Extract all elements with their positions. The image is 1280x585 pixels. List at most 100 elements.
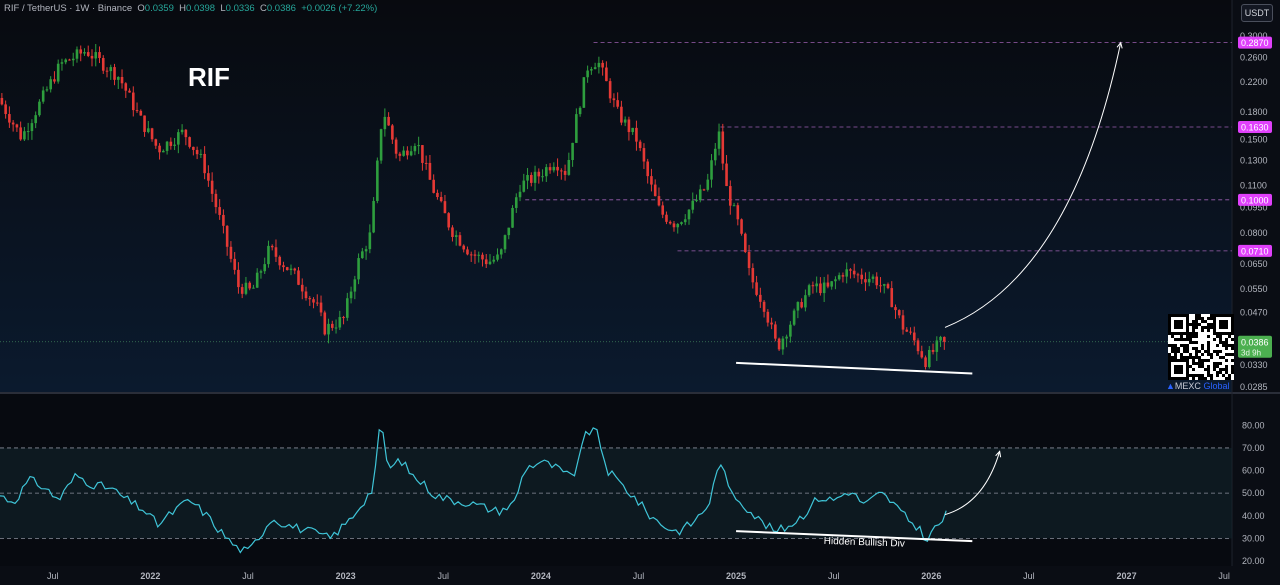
candle[interactable]: [4, 100, 7, 119]
candle-body[interactable]: [199, 153, 203, 155]
candle-body[interactable]: [717, 131, 721, 149]
candle[interactable]: [379, 128, 383, 164]
candle-body[interactable]: [657, 196, 661, 206]
candle-body[interactable]: [56, 63, 60, 82]
candle-body[interactable]: [931, 349, 935, 352]
candle-body[interactable]: [139, 110, 143, 116]
candle[interactable]: [270, 244, 274, 251]
candle[interactable]: [169, 137, 173, 150]
candle-body[interactable]: [638, 141, 642, 149]
candle[interactable]: [255, 268, 259, 288]
candle-body[interactable]: [852, 270, 856, 275]
candle-body[interactable]: [560, 170, 563, 172]
candle[interactable]: [657, 187, 661, 207]
candle[interactable]: [68, 58, 71, 61]
candle-body[interactable]: [886, 284, 890, 289]
candle-body[interactable]: [469, 254, 473, 256]
candle-body[interactable]: [319, 302, 323, 313]
candle-body[interactable]: [623, 119, 627, 123]
candle-body[interactable]: [856, 274, 860, 276]
candle[interactable]: [916, 338, 920, 355]
candle-body[interactable]: [597, 62, 601, 68]
candle[interactable]: [563, 164, 567, 181]
candle-body[interactable]: [774, 324, 777, 339]
candles-group[interactable]: [0, 43, 946, 370]
candle[interactable]: [484, 253, 488, 268]
candle-body[interactable]: [518, 191, 522, 198]
candle-body[interactable]: [736, 205, 740, 220]
candle[interactable]: [571, 142, 574, 167]
candle[interactable]: [285, 266, 289, 271]
candle[interactable]: [804, 289, 807, 312]
candle-body[interactable]: [796, 302, 800, 311]
candle-body[interactable]: [819, 283, 822, 294]
candle[interactable]: [267, 240, 270, 268]
candle[interactable]: [755, 275, 758, 297]
candle-body[interactable]: [274, 247, 278, 257]
candle[interactable]: [845, 262, 848, 284]
candle[interactable]: [218, 199, 221, 220]
candle[interactable]: [229, 241, 233, 263]
candle[interactable]: [732, 202, 736, 207]
candle[interactable]: [154, 138, 158, 149]
candle-body[interactable]: [781, 338, 785, 350]
candle[interactable]: [436, 189, 439, 200]
candle-body[interactable]: [939, 336, 942, 341]
candle[interactable]: [319, 295, 323, 317]
candle-body[interactable]: [158, 145, 161, 153]
candle-body[interactable]: [0, 97, 4, 105]
candle[interactable]: [195, 146, 199, 160]
candle-body[interactable]: [721, 131, 725, 164]
candle-body[interactable]: [826, 282, 830, 287]
candle-body[interactable]: [691, 200, 695, 210]
candle-body[interactable]: [785, 336, 788, 339]
candle[interactable]: [665, 211, 668, 225]
candle[interactable]: [454, 230, 458, 246]
candle[interactable]: [499, 248, 503, 259]
candle[interactable]: [158, 143, 161, 160]
candle[interactable]: [766, 309, 770, 327]
candle[interactable]: [0, 93, 4, 106]
candle-body[interactable]: [864, 279, 867, 283]
candle-body[interactable]: [488, 261, 492, 265]
candle[interactable]: [811, 281, 815, 294]
candle[interactable]: [683, 214, 687, 226]
candle[interactable]: [56, 59, 60, 84]
candle-body[interactable]: [766, 311, 770, 323]
candle[interactable]: [177, 129, 180, 154]
candle[interactable]: [879, 277, 882, 293]
candle[interactable]: [289, 264, 293, 276]
candle-body[interactable]: [105, 70, 109, 72]
candle-body[interactable]: [582, 77, 586, 108]
candle[interactable]: [64, 58, 68, 65]
candle-body[interactable]: [38, 101, 41, 116]
candle[interactable]: [259, 269, 263, 279]
candle-body[interactable]: [30, 123, 34, 132]
candle[interactable]: [698, 184, 702, 203]
candle-body[interactable]: [943, 336, 946, 342]
candle[interactable]: [128, 88, 131, 93]
candle[interactable]: [905, 327, 909, 333]
candle[interactable]: [248, 281, 251, 291]
candle-body[interactable]: [222, 214, 225, 226]
candle-body[interactable]: [68, 59, 71, 61]
candle-body[interactable]: [300, 284, 304, 292]
candle-body[interactable]: [421, 145, 424, 163]
candle-body[interactable]: [8, 114, 11, 123]
candle[interactable]: [391, 124, 394, 144]
candle-body[interactable]: [150, 128, 154, 140]
candle[interactable]: [601, 60, 604, 76]
candle-body[interactable]: [432, 179, 435, 193]
candle[interactable]: [162, 149, 165, 153]
candle-body[interactable]: [49, 79, 52, 90]
candle[interactable]: [897, 309, 901, 319]
candle[interactable]: [406, 146, 409, 160]
candle[interactable]: [612, 93, 616, 108]
candle[interactable]: [192, 146, 195, 156]
candle-body[interactable]: [447, 213, 450, 228]
candle-body[interactable]: [590, 69, 593, 71]
candle-body[interactable]: [252, 287, 255, 289]
candle[interactable]: [789, 321, 792, 343]
candle[interactable]: [424, 155, 428, 170]
